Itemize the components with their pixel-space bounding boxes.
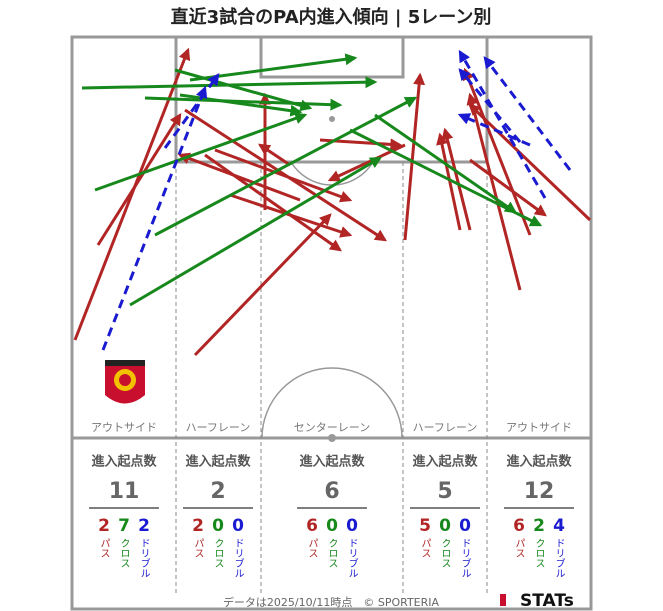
arrow <box>441 127 472 231</box>
lane-label: ハーフレーン <box>186 421 251 434</box>
kind-count: 6 <box>306 516 318 536</box>
kind-label: パス <box>192 538 204 558</box>
arrow <box>258 143 291 167</box>
kind-label: パス <box>419 538 431 558</box>
arrow <box>483 56 572 171</box>
arrows <box>73 47 592 357</box>
lane-total: 12 <box>524 479 555 504</box>
kind-count: 0 <box>232 516 244 536</box>
arrow <box>177 152 301 202</box>
kind-count: 0 <box>439 516 451 536</box>
lane-header: 進入起点数 <box>91 454 157 470</box>
lane-label: ハーフレーン <box>413 421 478 434</box>
lane-dividers <box>175 162 488 595</box>
kind-label: パス <box>98 538 110 558</box>
arrow <box>163 73 220 149</box>
kind-count: 0 <box>212 516 224 536</box>
arrow <box>457 113 531 147</box>
arrow <box>174 68 313 112</box>
arrow <box>462 67 532 236</box>
lane-label: アウトサイド <box>506 421 572 434</box>
kind-label: パス <box>306 538 318 558</box>
lane-total: 6 <box>324 479 339 504</box>
kind-count: 0 <box>459 516 471 536</box>
arrow <box>403 72 426 241</box>
lane-total: 11 <box>109 479 140 504</box>
kind-label: クロス <box>118 538 129 568</box>
footer: データは2025/10/11時点 © SPORTERIA <box>223 595 440 609</box>
arrow <box>193 213 332 357</box>
arrow <box>436 132 462 231</box>
kind-count: 0 <box>346 516 358 536</box>
kind-label: ドリブル <box>138 538 150 578</box>
kind-label: クロス <box>326 538 337 568</box>
arrow <box>129 156 383 307</box>
kind-label: ドリブル <box>232 538 244 578</box>
kind-count: 5 <box>419 516 431 536</box>
lane-total: 2 <box>210 479 225 504</box>
arrow <box>96 112 182 246</box>
kind-count: 0 <box>326 516 338 536</box>
arrow <box>101 85 208 351</box>
arrow <box>468 103 592 222</box>
kind-label: ドリブル <box>553 538 565 578</box>
arrow <box>458 49 547 199</box>
brand: STATs <box>520 591 574 611</box>
club-logo <box>105 360 145 404</box>
arrow <box>374 113 517 214</box>
kind-count: 4 <box>553 516 565 536</box>
arrow <box>204 153 342 252</box>
lane-header: 進入起点数 <box>299 454 365 470</box>
kind-label: クロス <box>212 538 223 568</box>
kind-count: 2 <box>138 516 150 536</box>
kind-label: クロス <box>533 538 544 568</box>
arrow <box>466 92 522 291</box>
kind-label: パス <box>513 538 525 558</box>
arrow <box>214 148 353 203</box>
arrow <box>458 68 522 143</box>
arrow <box>154 96 418 237</box>
title: 直近3試合のPA内進入傾向 | 5レーン別 <box>171 6 492 28</box>
lane-total: 5 <box>437 479 452 504</box>
arrow <box>229 193 353 238</box>
kind-count: 2 <box>98 516 110 536</box>
lane-label: センターレーン <box>294 421 370 434</box>
arrow <box>73 47 191 341</box>
kind-label: ドリブル <box>346 538 358 578</box>
kind-label: クロス <box>439 538 450 568</box>
lane-header: 進入起点数 <box>506 454 572 470</box>
kind-count: 6 <box>513 516 525 536</box>
lane-header: 進入起点数 <box>412 454 478 470</box>
lane-label: アウトサイド <box>91 421 157 434</box>
kind-count: 2 <box>533 516 545 536</box>
lane-header: 進入起点数 <box>185 454 251 470</box>
arrow <box>469 158 547 217</box>
kind-label: ドリブル <box>459 538 471 578</box>
kind-count: 7 <box>118 516 130 536</box>
arrow <box>94 112 308 192</box>
kind-count: 2 <box>192 516 204 536</box>
